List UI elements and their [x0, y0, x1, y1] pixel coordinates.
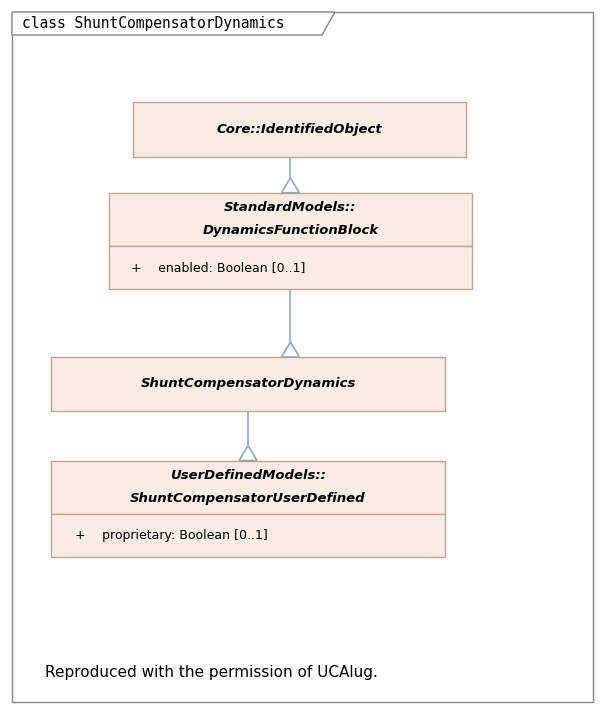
Text: ShuntCompensatorDynamics: ShuntCompensatorDynamics	[140, 377, 356, 391]
Text: +  enabled: Boolean [0..1]: + enabled: Boolean [0..1]	[131, 261, 305, 274]
Text: ShuntCompensatorUserDefined: ShuntCompensatorUserDefined	[130, 492, 366, 506]
Bar	[51, 513, 445, 557]
Polygon shape	[239, 446, 257, 461]
Bar	[51, 461, 445, 513]
Text: class ShuntCompensatorDynamics: class ShuntCompensatorDynamics	[22, 16, 284, 31]
Text: StandardModels::: StandardModels::	[224, 201, 356, 214]
Text: +  proprietary: Boolean [0..1]: + proprietary: Boolean [0..1]	[75, 529, 268, 542]
Bar	[51, 357, 445, 411]
Bar	[109, 246, 472, 289]
Polygon shape	[12, 12, 335, 35]
Text: DynamicsFunctionBlock: DynamicsFunctionBlock	[202, 224, 379, 238]
Text: Core::IdentifiedObject: Core::IdentifiedObject	[217, 123, 382, 136]
Bar	[109, 193, 472, 246]
Polygon shape	[281, 342, 299, 357]
Polygon shape	[281, 178, 299, 193]
Bar	[133, 102, 466, 157]
Text: UserDefinedModels::: UserDefinedModels::	[170, 469, 326, 482]
Text: Reproduced with the permission of UCAlug.: Reproduced with the permission of UCAlug…	[45, 665, 378, 680]
